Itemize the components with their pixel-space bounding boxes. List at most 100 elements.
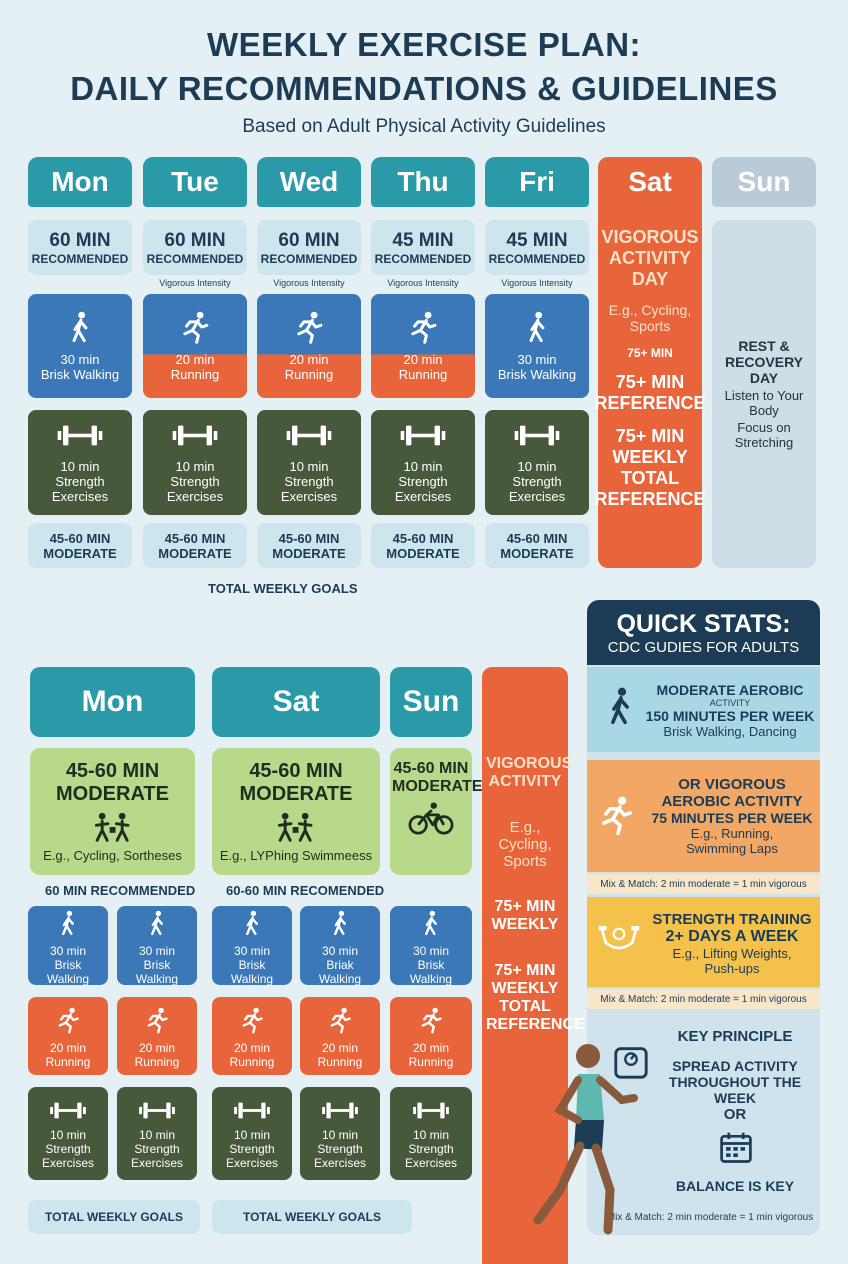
graphic-svg: [94, 812, 129, 842]
graphic-rect: [446, 1106, 449, 1115]
graphic-path: [601, 805, 633, 836]
plan-tile: 30 min Brisk Walking: [390, 906, 472, 986]
icon-people: [92, 812, 134, 842]
graphic-svg: [183, 311, 209, 344]
graphic-rect: [330, 1109, 350, 1112]
plan-tile: 30 min Brisk Walking: [117, 906, 197, 986]
icon-dumbbell: [512, 422, 562, 449]
plan-goal-example: E.g., LYPhing Swimmeess: [219, 848, 373, 863]
icon-run: [238, 1006, 265, 1034]
plan-tile: 10 min Strength Exercises: [212, 1087, 292, 1180]
plan-tile: 20 min Running: [212, 997, 292, 1075]
duration: 10 min: [138, 1128, 176, 1142]
icon-walk: [143, 909, 170, 936]
icon-walk: [326, 909, 353, 936]
stat-amount: 2+ DAYS A WEEK: [665, 927, 799, 945]
graphic-svg: [234, 1102, 270, 1119]
graphic-rect: [525, 433, 549, 437]
graphic-svg: [286, 425, 332, 445]
saturday-lines: VIGOROUS ACTIVITY DAY E.g., Cycling, Spor…: [595, 227, 706, 510]
activity: Strength Exercises: [225, 1142, 278, 1170]
graphic-path: [72, 318, 88, 343]
plan-footer: TOTAL WEEKLY GOALS: [28, 1200, 200, 1234]
activity: Brisk Walking: [409, 957, 453, 986]
graphic-path: [554, 1076, 638, 1124]
plan-tile: 20 min Running: [300, 997, 380, 1075]
graphic-rect: [58, 1109, 78, 1112]
intensity: Vigorous Intensity: [273, 278, 345, 288]
graphic-path: [58, 1013, 79, 1034]
icon-dumbbell: [232, 1100, 272, 1122]
graphic-rect: [434, 425, 440, 445]
plan-tile: 30 min Brisk Walking: [212, 906, 292, 986]
day-header: Mon: [28, 157, 132, 207]
icon-calendar: [718, 1130, 754, 1166]
graphic-circle: [408, 815, 428, 835]
graphic-circle: [281, 812, 289, 820]
icon-flex: [597, 923, 641, 959]
graphic-circle: [338, 910, 345, 916]
graphic-path: [183, 318, 209, 344]
duration: 20 min: [175, 352, 215, 367]
graphic-rect: [139, 1106, 142, 1115]
graphic-svg: [413, 1102, 449, 1119]
duration: 20 min: [403, 352, 443, 367]
graphic-rect: [83, 1106, 86, 1115]
activity: Running: [170, 367, 220, 382]
graphic-path: [277, 819, 313, 842]
cardio-tile: 30 min Brisk Walking: [485, 294, 589, 398]
goal-box: 45-60 MIN MODERATE: [257, 523, 361, 568]
stat-example: Brisk Walking, Dancing: [663, 723, 797, 739]
plan-goal: 45-60 MIN MODERATE E.g., Cycling, Sorthes…: [30, 748, 195, 875]
activity: Brisk Walking: [135, 957, 179, 986]
strength-tile: 10 min Strength Exercises: [257, 410, 361, 515]
graphic-path: [246, 915, 258, 935]
graphic-svg: [242, 1007, 263, 1034]
saturday-line: E.g., Cycling, Sports: [608, 302, 692, 334]
icon-walk: [417, 909, 444, 936]
stat-heading: STRENGTH TRAINING: [652, 910, 812, 928]
goal: 45-60 MIN MODERATE: [386, 530, 460, 561]
amount-box: 60 MIN RECOMMENDED: [28, 220, 132, 275]
sunday-line: REST & RECOVERY DAY: [724, 338, 804, 386]
graphic-rect: [54, 1102, 59, 1119]
icon-walk: [600, 686, 641, 727]
quick-stats-subtitle: CDC GUDIES FOR ADULTS: [607, 638, 800, 656]
stat-amount: 150 MINUTES PER WEEK: [645, 707, 815, 724]
activity: Brisk Walking: [46, 957, 90, 986]
graphic-rect: [98, 430, 103, 440]
amount: 60 MIN: [278, 229, 340, 251]
plan-label: 60-60 MIN RECOMENDED: [226, 883, 385, 898]
stat-sub: ACTIVITY: [709, 697, 751, 708]
saturday-line: 75+ MIN: [627, 346, 673, 360]
graphic-rect: [109, 827, 115, 833]
icon-run: [417, 1006, 444, 1034]
graphic-svg: [277, 812, 313, 842]
goal: 45-60 MIN MODERATE: [43, 530, 117, 561]
day-header: Wed: [257, 157, 361, 207]
graphic-circle: [429, 910, 436, 916]
duration: 30 min: [138, 943, 176, 958]
icon-dumbbell: [170, 422, 220, 449]
icon-run: [596, 795, 637, 836]
graphic-rect: [720, 1134, 752, 1163]
stat-note: Mix & Match: 2 min moderate = 1 min vigo…: [587, 989, 820, 1009]
intensity: Vigorous Intensity: [387, 278, 459, 288]
graphic-rect: [548, 425, 554, 445]
strength-tile: 10 min Strength Exercises: [485, 410, 589, 515]
plan-goal-amount: 45-60 MIN MODERATE: [56, 760, 169, 805]
icon-people: [275, 812, 317, 842]
graphic-circle: [66, 910, 73, 916]
graphic-rect: [614, 1047, 648, 1079]
graphic-rect: [292, 827, 299, 833]
activity: Strength Exercises: [280, 473, 338, 504]
day-header: Sun: [712, 157, 816, 207]
graphic-rect: [234, 1106, 237, 1115]
graphic-circle: [424, 311, 432, 319]
plan-tile: 20 min Running: [117, 997, 197, 1075]
graphic-svg: [611, 687, 629, 725]
graphic-path: [94, 819, 129, 842]
day-header: Thu: [371, 157, 475, 207]
graphic-circle: [535, 311, 543, 319]
